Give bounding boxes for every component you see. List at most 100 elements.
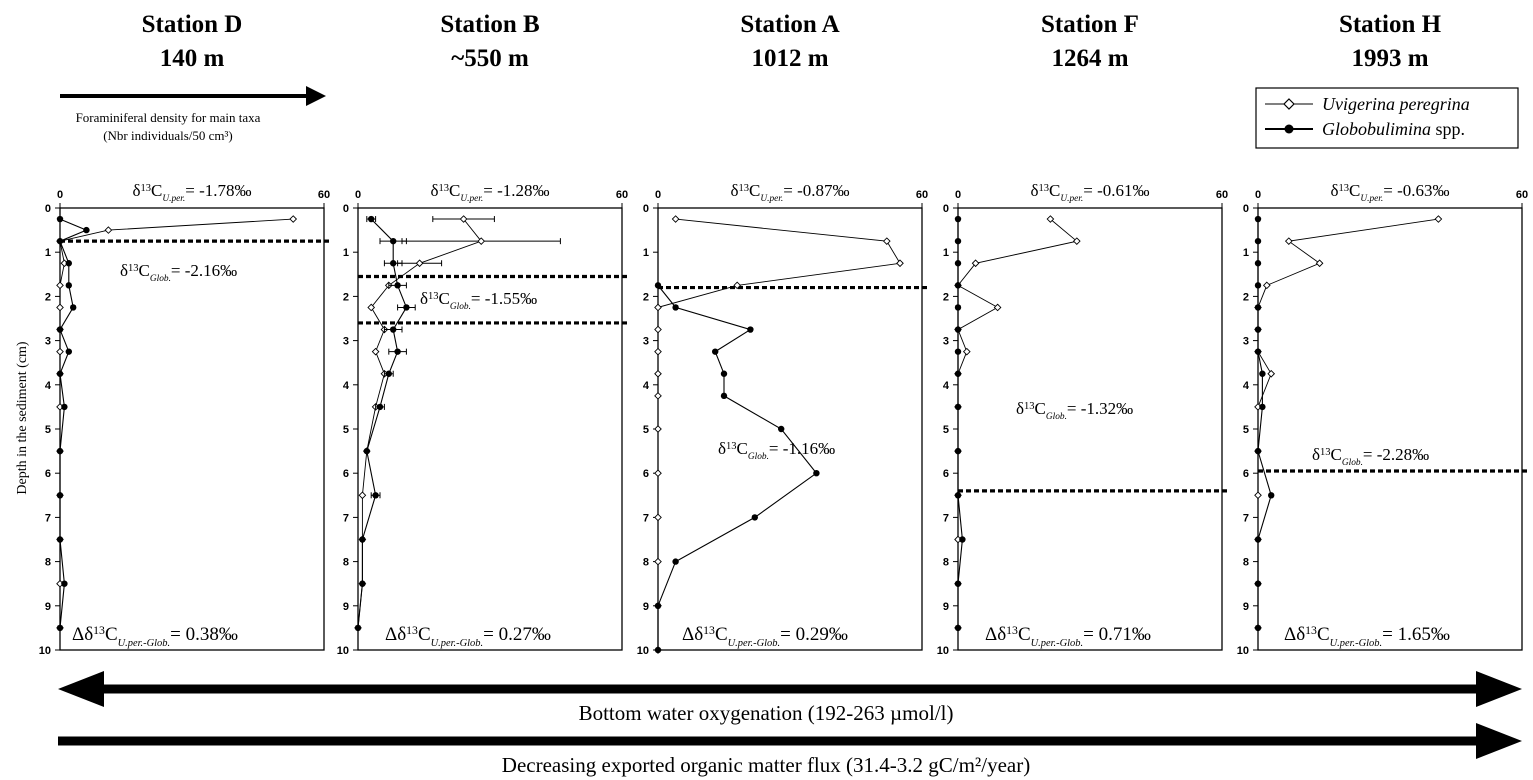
globobulimina-point [747,326,754,333]
globobulimina-point [56,326,64,333]
y-tick-label: 5 [45,424,51,436]
globobulimina-point [1254,580,1262,587]
uvigerina-point [654,513,662,522]
uvigerina-point [367,303,376,312]
d13c-glob-label: δ13CGlob.= -1.16‰ [718,439,835,462]
y-tick-label: 5 [1243,424,1249,436]
x-tick-label: 0 [955,189,961,201]
flux-label: Decreasing exported organic matter flux … [502,753,1030,777]
globobulimina-point [390,237,397,245]
y-tick-label: 4 [1243,380,1250,392]
d13c-uper-label: δ13CU.per.= -0.61‰ [1031,181,1150,204]
globobulimina-point [954,348,962,355]
d13c-uper-label: δ13CU.per.= -0.63‰ [1331,181,1450,204]
station-panel-1: Station B ~550 m 0 60 0 1 2 3 4 5 6 7 8 9 10 δ13CU.per.… [337,11,630,657]
y-tick-label: 7 [943,512,949,524]
uvigerina-point [654,347,662,356]
globobulimina-point [751,514,758,521]
y-tick-label: 3 [643,336,649,348]
globobulimina-point [390,260,397,267]
uvigerina-point [962,347,971,356]
y-tick-label: 0 [45,203,51,215]
globobulimina-point [654,282,662,289]
globobulimina-point [390,326,397,333]
globobulimina-point [954,370,962,377]
legend: Uvigerina peregrina Globobulimina spp. [1255,87,1519,149]
series-line-globobulimina [59,218,88,628]
globobulimina-point [1259,370,1266,377]
d13c-glob-label: δ13CGlob.= -1.55‰ [420,289,537,312]
uvigerina-point [971,259,980,268]
globobulimina-point [1254,304,1262,311]
density-arrow: Foraminiferal density for main taxa (Nbr… [60,86,326,143]
y-tick-label: 4 [643,380,650,392]
y-tick-label: 1 [1243,247,1249,259]
series-line-uvigerina [59,218,294,628]
x-tick-label: 60 [318,189,330,201]
globobulimina-point [954,304,962,311]
y-tick-label: 7 [45,512,51,524]
y-tick-label: 2 [943,291,949,303]
delta-d13c-label: Δδ13CU.per.-Glob.= 0.38‰ [72,624,238,649]
y-tick-label: 4 [343,380,350,392]
globobulimina-point [359,580,366,587]
globobulimina-point [1254,447,1262,455]
station-title: Station H [1339,11,1442,38]
y-tick-label: 0 [343,203,349,215]
y-tick-label: 3 [943,336,949,348]
y-tick-label: 6 [943,468,949,480]
d13c-uper-label: δ13CU.per.= -0.87‰ [731,181,850,204]
uvigerina-point [289,215,298,223]
uvigerina-point [104,226,113,234]
globobulimina-point [954,580,962,587]
oxygenation-arrow-left-head [58,671,104,707]
y-tick-label: 10 [1237,645,1249,657]
uvigerina-point [415,259,424,268]
y-tick-label: 8 [45,557,51,569]
uvigerina-point [1046,215,1055,223]
globobulimina-point [1268,492,1275,499]
globobulimina-point [394,348,401,355]
y-tick-label: 3 [343,336,349,348]
y-tick-label: 3 [1243,336,1249,348]
density-arrow-head [306,86,326,106]
uvigerina-point [654,325,662,334]
y-tick-label: 6 [45,468,51,480]
globobulimina-point [654,646,662,654]
globobulimina-point [954,282,962,289]
y-tick-label: 1 [943,247,949,259]
y-tick-label: 10 [39,645,51,657]
globobulimina-point [954,260,962,267]
globobulimina-point [720,392,728,400]
globobulimina-point [720,370,728,377]
uvigerina-point [1284,237,1293,245]
y-tick-label: 5 [643,424,649,436]
station-depth: 1012 m [751,45,828,72]
uvigerina-point [1254,491,1262,500]
globobulimina-point [954,624,962,632]
uvigerina-point [654,425,662,433]
globobulimina-point [954,403,962,411]
plot-frame [657,207,923,651]
station-title: Station F [1041,11,1139,38]
globobulimina-point [376,403,384,411]
uvigerina-point [56,281,64,290]
x-tick-label: 0 [57,189,63,201]
station-depth: 140 m [160,45,225,72]
y-tick-label: 5 [943,424,949,436]
plot-frame [1257,207,1523,651]
d13c-uper-label: δ13CU.per.= -1.78‰ [133,181,252,204]
legend-box [1255,87,1519,149]
uvigerina-point [654,392,662,400]
uvigerina-point [896,259,904,268]
y-tick-label: 1 [45,247,51,259]
series-line-globobulimina [1257,219,1272,628]
delta-d13c-label: Δδ13CU.per.-Glob.= 1.65‰ [1284,624,1450,649]
delta-d13c-label: Δδ13CU.per.-Glob.= 0.27‰ [385,624,551,649]
uvigerina-point [671,215,680,223]
delta-d13c-label: Δδ13CU.per.-Glob.= 0.71‰ [985,624,1151,649]
oxygenation-label: Bottom water oxygenation (192-263 µmol/l… [579,701,954,725]
y-tick-label: 9 [643,601,649,613]
d13c-glob-label: δ13CGlob.= -1.32‰ [1016,399,1133,422]
